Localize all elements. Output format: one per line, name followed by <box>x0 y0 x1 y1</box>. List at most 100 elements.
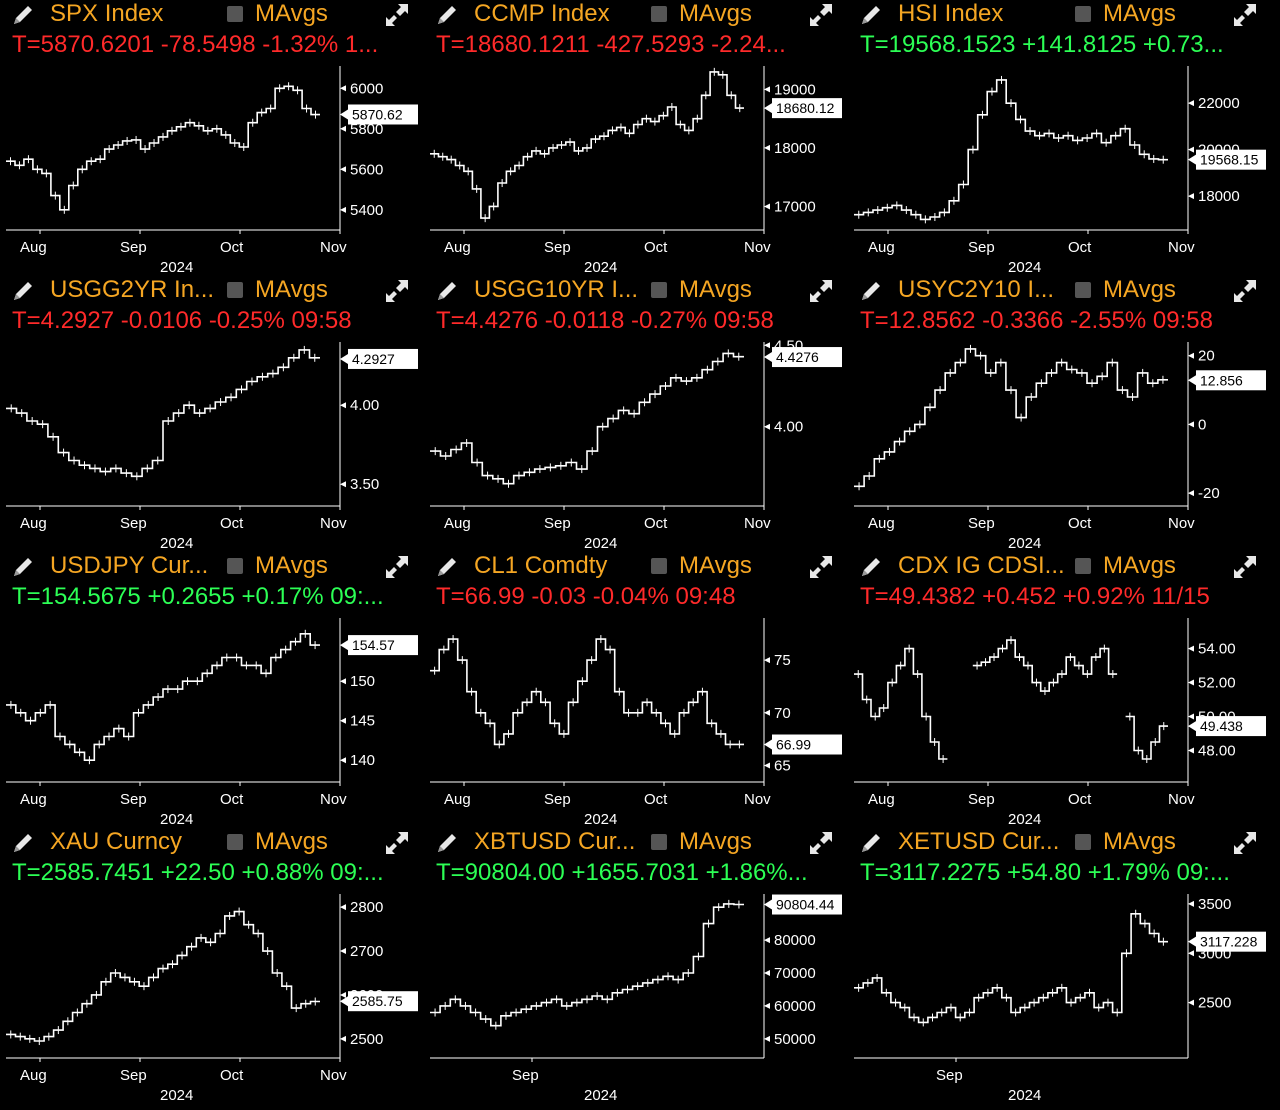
y-tick-mark <box>764 1002 770 1009</box>
expand-icon[interactable] <box>1232 830 1258 856</box>
y-tick-mark <box>764 1035 770 1042</box>
pencil-icon[interactable] <box>858 278 884 304</box>
pencil-icon[interactable] <box>10 278 36 304</box>
panel-header: USDJPY Cur... MAvgs <box>0 552 424 582</box>
expand-icon[interactable] <box>384 2 410 28</box>
pencil-icon[interactable] <box>10 830 36 856</box>
panel-title[interactable]: HSI Index <box>898 0 1004 27</box>
mavgs-checkbox[interactable] <box>651 6 667 22</box>
last-value-label: 49.438 <box>1200 718 1243 734</box>
y-tick-mark <box>1188 713 1194 720</box>
mavgs-checkbox[interactable] <box>1075 282 1091 298</box>
x-tick-label: Nov <box>1168 515 1195 532</box>
mavgs-label[interactable]: MAvgs <box>255 276 328 303</box>
pencil-icon[interactable] <box>10 2 36 28</box>
mavgs-label[interactable]: MAvgs <box>679 0 752 27</box>
price-chart: 180002000022000AugSepOctNov202419568.15 <box>854 66 1266 276</box>
quote-line: T=90804.00 +1655.7031 +1.86%... <box>436 859 808 886</box>
panel-title[interactable]: USGG2YR In... <box>50 276 215 303</box>
x-axis-year: 2024 <box>584 1087 617 1104</box>
mavgs-checkbox[interactable] <box>227 558 243 574</box>
panel-title[interactable]: CCMP Index <box>474 0 610 27</box>
last-value-pointer <box>764 739 772 750</box>
y-tick-mark <box>340 678 346 685</box>
pencil-icon[interactable] <box>858 554 884 580</box>
quote-line: T=3117.2275 +54.80 +1.79% 09:... <box>860 859 1230 886</box>
y-tick-label: 60000 <box>774 998 816 1015</box>
y-tick-label: 19000 <box>774 81 816 98</box>
price-line <box>854 348 1168 488</box>
expand-icon[interactable] <box>384 278 410 304</box>
expand-icon[interactable] <box>1232 554 1258 580</box>
chart-panel: XETUSD Cur... MAvgs T=3117.2275 +54.80 +1.… <box>848 828 1272 1104</box>
last-value-label: 154.57 <box>352 637 395 653</box>
x-tick-label: Sep <box>544 515 571 532</box>
panel-title[interactable]: USYC2Y10 I... <box>898 276 1055 303</box>
x-axis-year: 2024 <box>584 535 617 552</box>
y-tick-mark <box>1188 679 1194 686</box>
expand-icon[interactable] <box>808 2 834 28</box>
panel-title[interactable]: SPX Index <box>50 0 164 27</box>
mavgs-label[interactable]: MAvgs <box>679 276 752 303</box>
mavgs-label[interactable]: MAvgs <box>679 552 752 579</box>
expand-icon[interactable] <box>384 830 410 856</box>
y-tick-label: 3500 <box>1198 896 1231 913</box>
expand-icon[interactable] <box>808 554 834 580</box>
mavgs-checkbox[interactable] <box>651 834 667 850</box>
mavgs-label[interactable]: MAvgs <box>255 828 328 855</box>
mavgs-checkbox[interactable] <box>227 834 243 850</box>
mavgs-checkbox[interactable] <box>651 558 667 574</box>
y-tick-label: 3.50 <box>350 476 379 493</box>
x-tick-label: Nov <box>744 239 771 256</box>
panel-title[interactable]: XAU Curncy <box>50 828 183 855</box>
mavgs-label[interactable]: MAvgs <box>679 828 752 855</box>
expand-icon[interactable] <box>808 278 834 304</box>
panel-title[interactable]: USGG10YR I... <box>474 276 639 303</box>
mavgs-checkbox[interactable] <box>651 282 667 298</box>
y-tick-label: 2800 <box>350 899 383 916</box>
mavgs-checkbox[interactable] <box>227 282 243 298</box>
y-tick-mark <box>340 757 346 764</box>
expand-icon[interactable] <box>808 830 834 856</box>
x-tick-label: Aug <box>444 791 471 808</box>
panel-title[interactable]: CDX IG CDSI... <box>898 552 1065 579</box>
mavgs-checkbox[interactable] <box>1075 6 1091 22</box>
mavgs-label[interactable]: MAvgs <box>255 552 328 579</box>
last-value-pointer <box>1188 936 1196 947</box>
mavgs-label[interactable]: MAvgs <box>1103 552 1176 579</box>
last-value-label: 66.99 <box>776 737 811 753</box>
last-value-label: 4.2927 <box>352 351 395 367</box>
pencil-icon[interactable] <box>10 554 36 580</box>
pencil-icon[interactable] <box>858 2 884 28</box>
y-tick-mark <box>1188 100 1194 107</box>
mavgs-checkbox[interactable] <box>227 6 243 22</box>
x-axis-year: 2024 <box>1008 259 1041 276</box>
mavgs-checkbox[interactable] <box>1075 834 1091 850</box>
y-tick-label: 150 <box>350 673 375 690</box>
panel-header: CDX IG CDSI... MAvgs <box>848 552 1272 582</box>
mavgs-checkbox[interactable] <box>1075 558 1091 574</box>
pencil-icon[interactable] <box>858 830 884 856</box>
y-tick-mark <box>764 423 770 430</box>
pencil-icon[interactable] <box>434 278 460 304</box>
expand-icon[interactable] <box>1232 278 1258 304</box>
panel-title[interactable]: USDJPY Cur... <box>50 552 209 579</box>
quote-line: T=2585.7451 +22.50 +0.88% 09:... <box>12 859 384 886</box>
y-tick-label: 2500 <box>1198 995 1231 1012</box>
x-tick-label: Aug <box>20 239 47 256</box>
expand-icon[interactable] <box>384 554 410 580</box>
mavgs-label[interactable]: MAvgs <box>1103 276 1176 303</box>
pencil-icon[interactable] <box>434 830 460 856</box>
y-tick-mark <box>764 86 770 93</box>
mavgs-label[interactable]: MAvgs <box>255 0 328 27</box>
expand-icon[interactable] <box>1232 2 1258 28</box>
panel-header: XBTUSD Cur... MAvgs <box>424 828 848 858</box>
pencil-icon[interactable] <box>434 554 460 580</box>
mavgs-label[interactable]: MAvgs <box>1103 0 1176 27</box>
panel-title[interactable]: CL1 Comdty <box>474 552 608 579</box>
pencil-icon[interactable] <box>434 2 460 28</box>
y-tick-mark <box>340 481 346 488</box>
panel-title[interactable]: XBTUSD Cur... <box>474 828 636 855</box>
mavgs-label[interactable]: MAvgs <box>1103 828 1176 855</box>
panel-title[interactable]: XETUSD Cur... <box>898 828 1060 855</box>
